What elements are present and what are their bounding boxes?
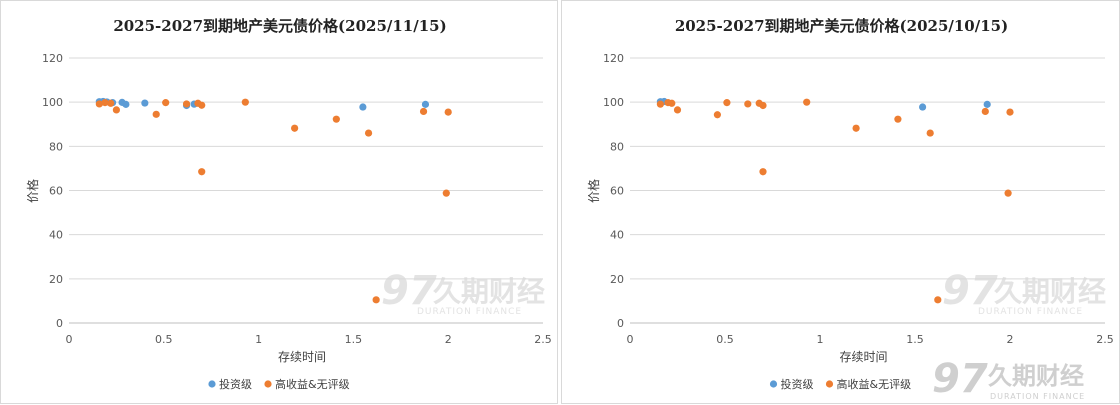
x-tick-label: 2 — [1007, 333, 1014, 346]
watermark-logo-icon: 97 — [942, 268, 998, 314]
scatter-point-high-yield — [101, 99, 109, 107]
y-tick-label: 0 — [617, 317, 624, 330]
y-tick-label: 120 — [42, 52, 63, 65]
scatter-point-high-yield — [852, 124, 860, 132]
x-axis-title: 存续时间 — [839, 350, 887, 364]
scatter-point-high-yield — [95, 100, 103, 108]
scatter-point-high-yield — [332, 115, 340, 123]
legend-marker-high-yield — [264, 380, 272, 388]
scatter-point-investment-grade — [122, 100, 130, 108]
watermark-cn: 久期财经 — [994, 275, 1106, 308]
x-tick-label: 2.5 — [1096, 333, 1114, 346]
scatter-point-high-yield — [723, 99, 731, 107]
scatter-point-high-yield — [934, 296, 942, 304]
scatter-point-high-yield — [198, 168, 206, 176]
chart-left: 2025-2027到期地产美元债价格(2025/11/15) 97久期财经DURA… — [25, 17, 552, 391]
y-tick-label: 80 — [49, 140, 63, 153]
scatter-point-high-yield — [759, 101, 767, 110]
page-watermark: 97 久期财经 DURATION FINANCE — [932, 356, 1085, 402]
y-tick-label: 20 — [610, 273, 624, 286]
scatter-point-high-yield — [291, 124, 299, 132]
x-tick-label: 1 — [817, 333, 824, 346]
x-tick-label: 2 — [445, 333, 452, 346]
x-tick-label: 0 — [627, 333, 634, 346]
scatter-point-high-yield — [152, 110, 160, 118]
y-tick-label: 60 — [610, 185, 624, 198]
scatter-point-high-yield — [198, 101, 206, 109]
watermark-en: DURATION FINANCE — [417, 307, 522, 317]
scatter-point-high-yield — [442, 189, 450, 197]
y-tick-label: 40 — [610, 229, 624, 242]
watermark-en: DURATION FINANCE — [978, 307, 1083, 317]
scatter-point-high-yield — [713, 111, 721, 119]
y-tick-label: 20 — [49, 273, 63, 286]
scatter-point-high-yield — [112, 106, 120, 114]
watermark-cn: 久期财经 — [433, 275, 545, 308]
x-tick-label: 1.5 — [906, 333, 924, 346]
scatter-point-high-yield — [926, 129, 934, 137]
legend-label: 投资级 — [219, 377, 252, 391]
chart-right: 2025-2027到期地产美元债价格(2025/10/15)97久期财经DURA… — [586, 17, 1114, 391]
scatter-point-high-yield — [107, 99, 115, 107]
legend-label: 高收益&无评级 — [837, 377, 912, 391]
y-tick-label: 0 — [56, 317, 63, 330]
scatter-point-high-yield — [894, 115, 902, 123]
chart-title: 2025-2027到期地产美元债价格(2025/10/15) — [675, 17, 1008, 35]
scatter-point-high-yield — [1004, 189, 1012, 197]
chart-panel-left: 2025-2027到期地产美元债价格(2025/11/15) 97 久期财经 DURA… — [0, 0, 558, 404]
scatter-point-investment-grade — [141, 99, 149, 107]
x-tick-label: 0.5 — [716, 333, 734, 346]
watermark-cn: 久期财经 — [988, 362, 1084, 390]
scatter-point-high-yield — [1006, 108, 1014, 116]
chart-title: 2025-2027到期地产美元债价格(2025/11/15) — [113, 17, 446, 35]
scatter-point-high-yield — [364, 129, 373, 137]
y-axis-title: 价格 — [25, 179, 40, 203]
x-axis-title: 存续时间 — [278, 350, 326, 364]
scatter-point-high-yield — [759, 168, 767, 176]
watermark-logo-icon: 97 — [381, 268, 437, 314]
x-tick-label: 1.5 — [345, 333, 363, 346]
y-axis-title: 价格 — [586, 179, 601, 203]
x-tick-label: 1 — [255, 333, 262, 346]
scatter-point-high-yield — [419, 107, 428, 116]
scatter-point-high-yield — [162, 99, 170, 107]
scatter-point-high-yield — [981, 107, 989, 116]
legend: 投资级 高收益&无评级 — [208, 377, 350, 391]
legend-label: 高收益&无评级 — [275, 377, 350, 391]
scatter-point-high-yield — [803, 98, 811, 106]
legend: 投资级 高收益&无评级 — [769, 377, 912, 391]
scatter-point-high-yield — [444, 108, 452, 116]
x-tick-label: 0 — [66, 333, 73, 346]
legend-label: 投资级 — [781, 377, 814, 391]
legend-marker-investment-grade — [208, 380, 216, 388]
scatter-point-investment-grade — [983, 100, 991, 108]
x-tick-label: 2.5 — [534, 333, 552, 346]
watermark-logo-icon: 97 — [932, 356, 988, 402]
watermark-en: DURATION FINANCE — [990, 392, 1085, 401]
legend-marker-high-yield — [825, 380, 834, 388]
scatter-point-high-yield — [656, 100, 664, 108]
scatter-point-high-yield — [372, 296, 380, 304]
y-tick-label: 100 — [603, 96, 624, 109]
y-tick-label: 100 — [42, 96, 63, 109]
scatter-point-investment-grade — [919, 103, 927, 111]
x-tick-label: 0.5 — [155, 333, 173, 346]
legend-marker-investment-grade — [769, 380, 778, 388]
y-tick-label: 80 — [610, 140, 624, 153]
y-tick-label: 60 — [49, 185, 63, 198]
scatter-point-high-yield — [744, 100, 752, 108]
chart-panel-right: 2025-2027到期地产美元债价格(2025/10/15) 97 久期财经 DURA… — [561, 0, 1120, 404]
scatter-point-investment-grade — [359, 103, 367, 111]
scatter-point-investment-grade — [421, 100, 430, 108]
scatter-point-high-yield — [182, 100, 191, 108]
scatter-point-high-yield — [673, 106, 682, 114]
scatter-point-high-yield — [668, 99, 676, 107]
y-tick-label: 120 — [603, 52, 624, 65]
y-tick-label: 40 — [49, 229, 63, 242]
scatter-point-high-yield — [241, 98, 249, 106]
